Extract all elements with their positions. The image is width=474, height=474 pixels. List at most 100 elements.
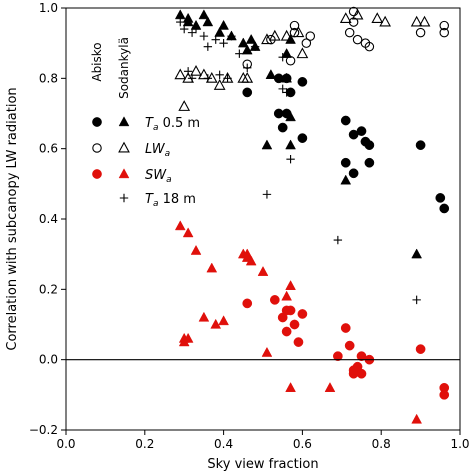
data-point-series-5-7 (245, 255, 257, 266)
data-point-series-1-19 (285, 139, 296, 150)
data-point-series-1-5 (202, 16, 214, 27)
data-point-series-3-8 (241, 71, 254, 83)
data-point-series-3-5 (213, 79, 226, 90)
data-point-series-4-18 (415, 344, 426, 354)
data-point-series-6-1 (180, 24, 189, 34)
x-axis: 0.0 0.2 0.4 0.6 0.8 1.0 (56, 430, 470, 451)
data-point-series-6-21 (286, 155, 295, 164)
data-point-series-0-11 (356, 126, 367, 136)
data-point-series-6-15 (215, 70, 224, 80)
data-point-series-0-13 (364, 140, 375, 150)
data-point-series-5-20 (411, 413, 423, 424)
data-point-series-5-19 (324, 382, 336, 392)
data-point-series-0-0 (242, 87, 253, 98)
x-tick-label: 0.4 (214, 437, 233, 451)
legend-header-abisko: Abisko (90, 42, 104, 81)
y-tick-label: −0.2 (29, 423, 58, 437)
data-point-series-2-9 (344, 27, 355, 38)
data-point-series-0-9 (340, 115, 351, 126)
data-point-series-3-18 (379, 15, 392, 27)
data-point-series-6-23 (333, 235, 343, 245)
data-point-series-3-1 (182, 71, 195, 83)
x-tick-label: 0.0 (56, 437, 75, 451)
legend-marker-abisko-swa (92, 169, 102, 179)
data-point-series-0-14 (348, 168, 359, 179)
data-point-series-1-21 (411, 248, 423, 259)
data-point-series-1-2 (182, 16, 194, 27)
data-point-series-0-7 (277, 122, 288, 133)
data-point-series-3-16 (351, 8, 364, 20)
data-point-series-0-8 (297, 133, 308, 143)
data-point-series-6-12 (183, 67, 193, 76)
data-point-series-6-9 (235, 49, 244, 58)
data-point-series-4-7 (297, 309, 308, 319)
data-point-series-2-8 (348, 6, 359, 17)
data-point-series-6-6 (211, 35, 220, 44)
legend-markers (92, 116, 130, 203)
data-point-series-0-17 (415, 140, 426, 150)
data-point-series-5-9 (285, 280, 296, 290)
legend-label-lwa: LWa (145, 142, 170, 159)
data-point-series-4-8 (281, 305, 292, 316)
data-point-series-3-13 (292, 26, 305, 38)
data-point-series-2-4 (301, 38, 312, 48)
data-point-series-3-9 (178, 100, 191, 111)
y-tick-label: 0.2 (39, 282, 58, 296)
data-point-series-2-6 (285, 55, 296, 66)
y-tick-label: 0.6 (39, 142, 58, 156)
y-axis: −0.2 0.0 0.2 0.4 0.6 0.8 1.0 (29, 1, 66, 437)
data-point-series-3-2 (190, 64, 202, 76)
data-point-series-5-18 (285, 382, 296, 392)
legend-label-ta-05m: Ta 0.5 m (145, 116, 200, 133)
data-point-series-3-0 (174, 68, 187, 80)
data-point-series-3-17 (371, 12, 384, 24)
data-point-series-1-11 (245, 33, 257, 44)
data-point-series-5-13 (218, 315, 229, 326)
data-point-series-5-17 (261, 346, 273, 357)
data-points (174, 6, 450, 424)
data-point-series-2-13 (415, 27, 426, 38)
data-point-series-3-11 (268, 29, 281, 41)
legend-marker-sodankyla-ta (118, 116, 130, 127)
data-point-series-2-14 (439, 20, 449, 31)
data-point-series-4-20 (439, 389, 450, 400)
data-point-series-1-18 (261, 139, 273, 150)
data-point-series-6-17 (282, 74, 291, 83)
x-axis-title: Sky view fraction (207, 457, 318, 472)
data-point-series-1-20 (340, 174, 352, 185)
data-point-series-5-2 (190, 244, 202, 255)
legend-label-swa: SWa (145, 168, 172, 185)
legend-marker-abisko-lwa (92, 143, 102, 153)
data-point-series-5-3 (206, 262, 218, 273)
data-point-series-6-18 (278, 84, 287, 94)
data-point-series-6-14 (203, 74, 213, 83)
y-tick-label: 0.4 (39, 212, 58, 226)
data-point-series-6-24 (412, 295, 421, 305)
data-point-series-1-17 (285, 111, 296, 122)
y-tick-label: 0.8 (39, 71, 58, 85)
legend-header-sodankyla: Sodankylä (117, 37, 131, 99)
legend: Abisko Sodankylä Ta 0.5 m LWa SWa Ta 18 … (90, 37, 200, 209)
data-point-series-4-1 (269, 295, 280, 305)
legend-marker-sodankyla-swa (118, 168, 130, 179)
data-point-series-2-15 (439, 27, 449, 38)
data-point-series-6-3 (191, 24, 201, 34)
data-point-series-3-12 (280, 29, 293, 41)
data-point-series-6-22 (262, 190, 272, 199)
data-point-series-1-15 (265, 69, 277, 79)
data-point-series-3-14 (296, 47, 309, 59)
legend-marker-sodankyla-lwa (118, 141, 130, 153)
data-point-series-5-12 (210, 318, 222, 329)
data-point-series-3-20 (418, 15, 431, 27)
data-point-series-2-2 (289, 20, 300, 31)
data-point-series-4-10 (340, 323, 351, 333)
data-point-series-2-10 (352, 34, 363, 45)
data-point-series-5-10 (281, 290, 293, 301)
data-point-series-1-6 (214, 26, 226, 37)
data-point-series-0-15 (340, 157, 351, 168)
data-point-series-6-20 (278, 53, 287, 62)
data-point-series-4-9 (333, 351, 343, 361)
legend-marker-abisko-ta (92, 117, 102, 127)
data-point-series-4-11 (344, 340, 355, 351)
